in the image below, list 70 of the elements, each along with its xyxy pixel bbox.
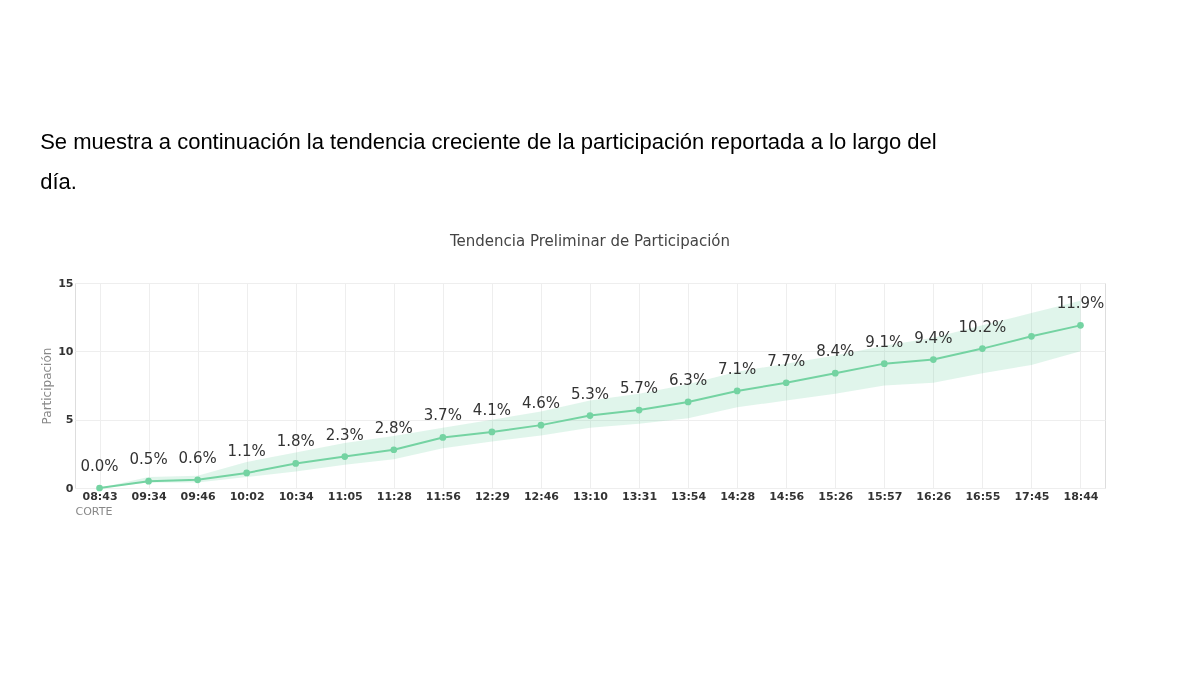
x-tick-label: 16:55 (965, 489, 1001, 503)
x-tick-label: 11:05 (327, 489, 363, 503)
x-tick-label: 12:29 (474, 489, 510, 503)
x-tick-label: 12:46 (523, 489, 560, 503)
data-label: 2.3% (325, 425, 364, 444)
data-label: 5.3% (570, 384, 610, 403)
data-label: 7.7% (767, 351, 806, 370)
y-tick-label: 15 (58, 276, 74, 290)
x-tick-label: 14:28 (720, 489, 756, 503)
point (586, 412, 594, 419)
x-tick-label: 14:56 (769, 489, 805, 503)
point (243, 469, 251, 477)
point (1077, 322, 1084, 329)
x-tick-label: 10:02 (229, 489, 265, 503)
x-tick-label: 09:34 (131, 489, 167, 503)
y-tick-label: 0 (65, 481, 74, 495)
data-label: 8.4% (816, 342, 855, 361)
x-tick-label: 09:46 (180, 489, 216, 503)
data-label: 0.5% (129, 450, 168, 469)
x-tick-label: 15:26 (818, 489, 854, 503)
point (292, 460, 300, 467)
x-tick-label: 16:26 (916, 489, 952, 503)
x-tick-label: 11:28 (376, 489, 412, 503)
text: Se muestra a continuación la tendencia creciente de la participación reportada a lo largo del día. (40, 128, 937, 194)
y-tick-label: 10 (58, 344, 74, 358)
x-axis-title: CORTE (75, 504, 113, 518)
point (341, 453, 349, 460)
point (145, 477, 152, 485)
data-label: 7.1% (718, 359, 757, 378)
point (96, 484, 103, 492)
point (1028, 332, 1035, 340)
data-label: 4.1% (472, 400, 511, 419)
x-tick-label: 13:54 (671, 489, 707, 503)
data-label: 0.6% (178, 448, 217, 467)
point (929, 356, 937, 363)
point (439, 434, 447, 441)
y-axis-title: Participación (40, 347, 55, 425)
data-label: 3.7% (423, 406, 462, 425)
point (733, 387, 741, 395)
point (390, 446, 398, 454)
x-tick-label: 11:56 (425, 489, 462, 503)
x-tick-label: 17:45 (1014, 489, 1050, 503)
data-label: 9.4% (914, 328, 953, 347)
point (880, 360, 888, 367)
point (537, 421, 545, 429)
data-label: 5.7% (619, 379, 659, 398)
x-tick-label: 08:43 (82, 489, 118, 503)
x-tick-label: 13:31 (622, 489, 658, 503)
x-tick-label: 10:34 (278, 489, 315, 503)
point (684, 398, 692, 406)
x-tick-label: 18:44 (1063, 489, 1099, 503)
x-tick-label: 13:10 (572, 489, 609, 503)
point (488, 428, 496, 436)
point (831, 369, 839, 377)
data-label: 1.8% (276, 432, 315, 451)
data-label: 0.0% (80, 457, 119, 475)
data-label: 6.3% (669, 370, 708, 389)
x-tick-label: 15:57 (867, 489, 903, 503)
data-label: 11.9% (1056, 294, 1105, 313)
data-label: 4.6% (521, 394, 561, 413)
chart-title: Tendencia Preliminar de Participación (448, 232, 731, 250)
point (194, 476, 201, 484)
data-label: 9.1% (865, 332, 904, 351)
point (635, 406, 643, 414)
data-label: 1.1% (227, 441, 266, 460)
data-label: 2.8% (374, 418, 413, 437)
data-label: 10.2% (958, 317, 1007, 336)
point (979, 345, 986, 352)
point (782, 379, 790, 387)
y-tick-label: 5 (65, 413, 74, 427)
